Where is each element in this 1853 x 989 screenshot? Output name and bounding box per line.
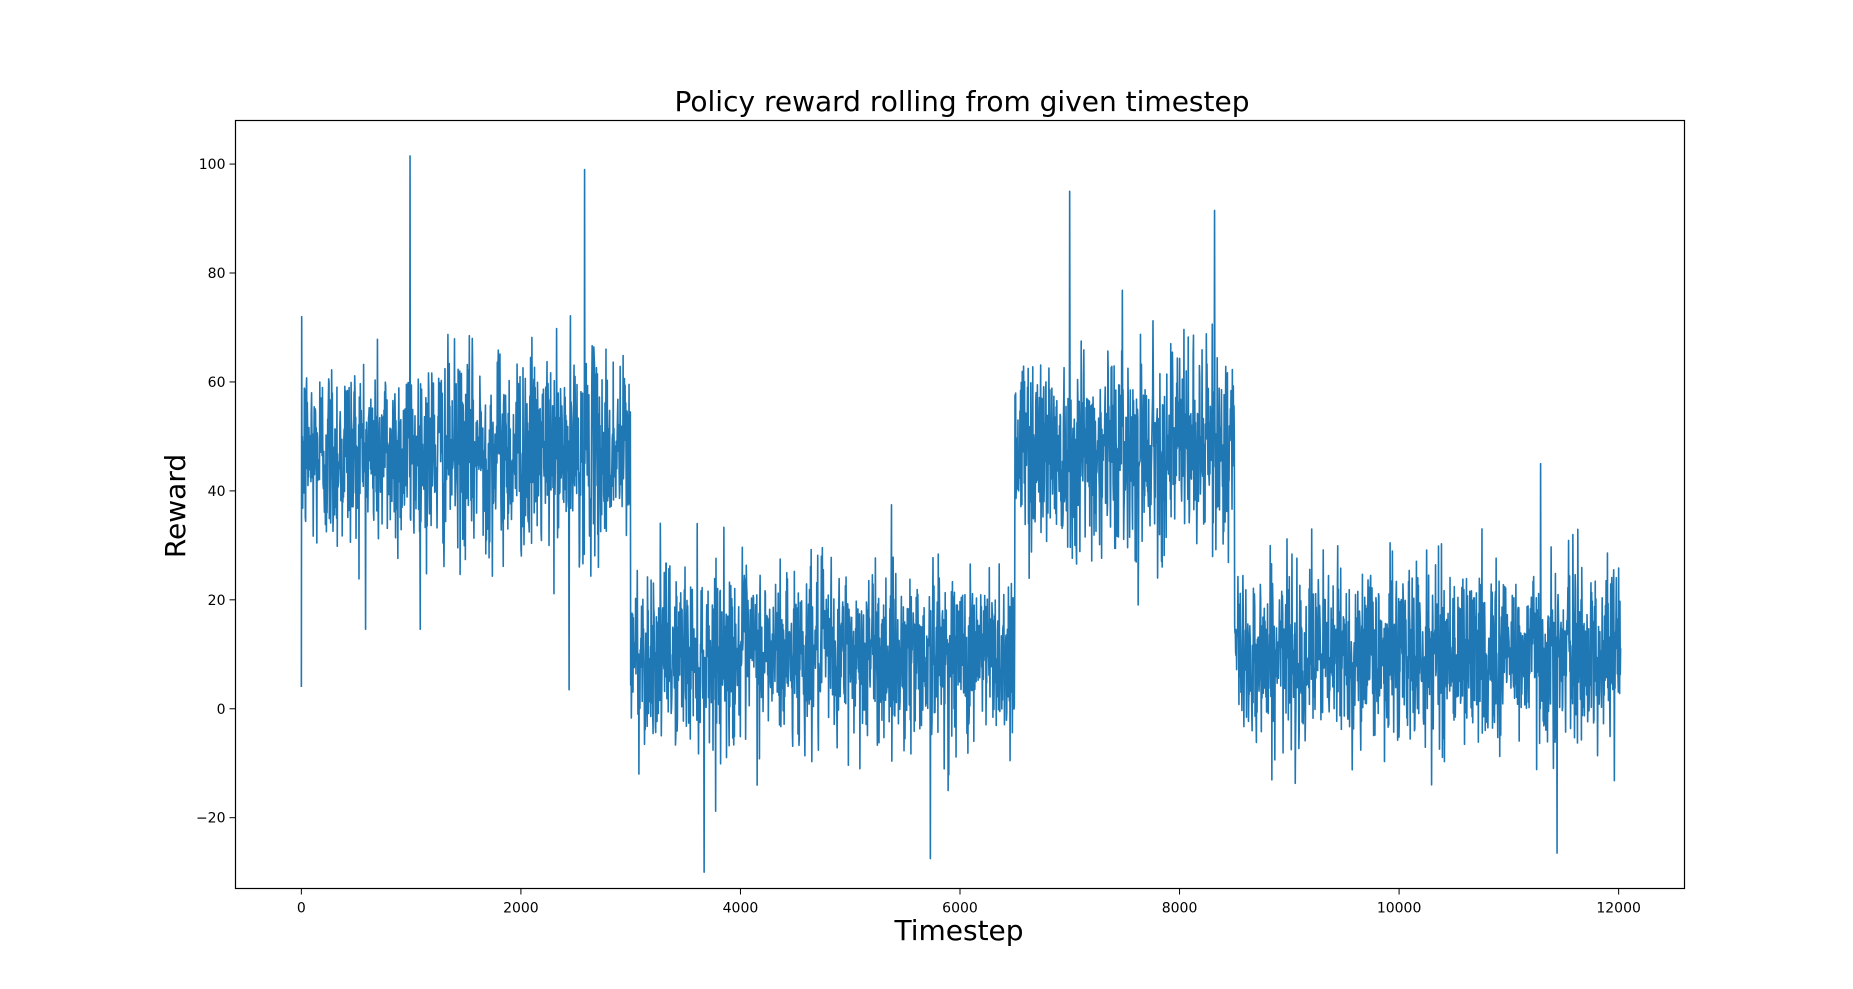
x-tick-label: 10000	[1377, 901, 1422, 917]
y-tick-label: 40	[208, 484, 226, 500]
x-tick-label: 4000	[723, 901, 759, 917]
y-axis-label: Reward	[159, 454, 192, 558]
y-tick-label: 60	[208, 375, 226, 391]
y-tick-label: 100	[199, 157, 226, 173]
x-axis-label: Timestep	[893, 914, 1023, 947]
y-axis: −20 0 20 40 60 80 100	[196, 157, 236, 827]
y-tick-label: −20	[196, 811, 226, 827]
x-tick-label: 2000	[503, 901, 539, 917]
chart-title: Policy reward rolling from given timeste…	[675, 85, 1250, 118]
x-tick-label: 0	[297, 901, 306, 917]
x-tick-label: 12000	[1596, 901, 1641, 917]
y-tick-label: 20	[208, 593, 226, 609]
series-line-0	[300, 155, 1622, 873]
y-tick-label: 0	[217, 702, 226, 718]
plot-frame	[234, 119, 1686, 890]
x-axis: 0 2000 4000 6000 8000 10000 12000	[297, 888, 1641, 917]
x-tick-label: 6000	[942, 901, 978, 917]
y-tick-label: 80	[208, 266, 226, 282]
x-tick-label: 8000	[1162, 901, 1198, 917]
plot-area	[300, 155, 1622, 873]
